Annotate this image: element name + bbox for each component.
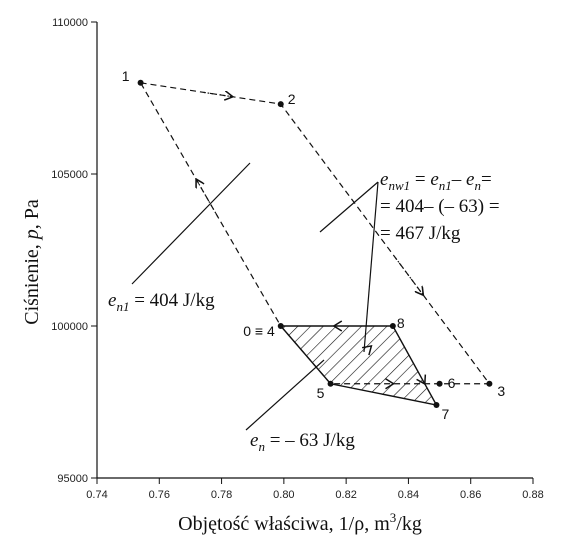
point-label: 8 — [397, 315, 405, 331]
enw1-leader-line-b — [363, 181, 379, 353]
y-axis-label: Ciśnienie, p, Pa — [21, 199, 43, 325]
data-point — [389, 323, 396, 329]
hatched-work-area — [280, 326, 437, 406]
en-leader-line — [245, 359, 325, 431]
x-tick-label: 0.88 — [522, 489, 543, 501]
data-point — [277, 323, 284, 329]
x-tick-label: 0.82 — [335, 489, 356, 501]
data-point — [486, 380, 493, 387]
data-point — [137, 79, 144, 86]
arrow-5-8 — [361, 344, 373, 356]
y-tick-label: 105000 — [51, 169, 88, 181]
data-point — [433, 402, 440, 409]
data-point — [327, 380, 334, 387]
x-tick-label: 0.86 — [460, 489, 481, 501]
x-tick-label: 0.76 — [149, 489, 170, 501]
data-point — [277, 101, 284, 108]
annotation-en1: en1 = 404 J/kg — [108, 290, 215, 314]
annotation-enw1-line3: = 467 J/kg — [380, 223, 461, 244]
enw1-leader-line-a — [319, 181, 379, 233]
data-point — [436, 380, 443, 387]
en1-leader-line — [131, 162, 251, 285]
point-label: 7 — [441, 406, 449, 422]
arrow-2-3 — [395, 257, 423, 294]
point-label: 5 — [317, 385, 325, 401]
x-tick-label: 0.74 — [86, 489, 107, 501]
y-tick-label: 110000 — [52, 17, 88, 29]
arrow-4-1 — [197, 180, 219, 217]
outer-cycle-line — [140, 82, 491, 385]
y-tick-label: 100000 — [51, 321, 88, 333]
point-label: 3 — [497, 383, 505, 399]
arrow-8-4 — [332, 320, 343, 332]
point-label: 0 ≡ 4 — [243, 323, 275, 339]
point-label: 1 — [122, 68, 130, 84]
direction-arrows — [197, 92, 427, 390]
annotation-en: en = – 63 J/kg — [250, 430, 355, 454]
arrow-8-7 — [416, 374, 427, 386]
arrow-1-2 — [203, 92, 232, 96]
point-label: 6 — [448, 375, 456, 391]
x-tick-label: 0.78 — [211, 489, 232, 501]
x-tick-label: 0.84 — [398, 489, 419, 501]
annotation-enw1-line1: enw1 = en1– en= — [380, 169, 492, 193]
arrow-5-6 — [385, 378, 395, 390]
data-points: 1 2 3 0 ≡ 4 5 6 7 8 — [122, 68, 506, 422]
axis-ticks: 0.74 0.76 0.78 0.80 0.82 0.84 0.86 0.88 95000 100… — [51, 17, 543, 501]
axes — [96, 22, 533, 479]
y-tick-label: 95000 — [57, 473, 88, 485]
x-axis-label: Objętość właściwa, 1/ρ, m3/kg — [178, 510, 422, 535]
annotation-enw1-line2: = 404– (– 63) = — [380, 196, 500, 217]
point-label: 2 — [288, 91, 296, 107]
x-tick-label: 0.80 — [273, 489, 294, 501]
